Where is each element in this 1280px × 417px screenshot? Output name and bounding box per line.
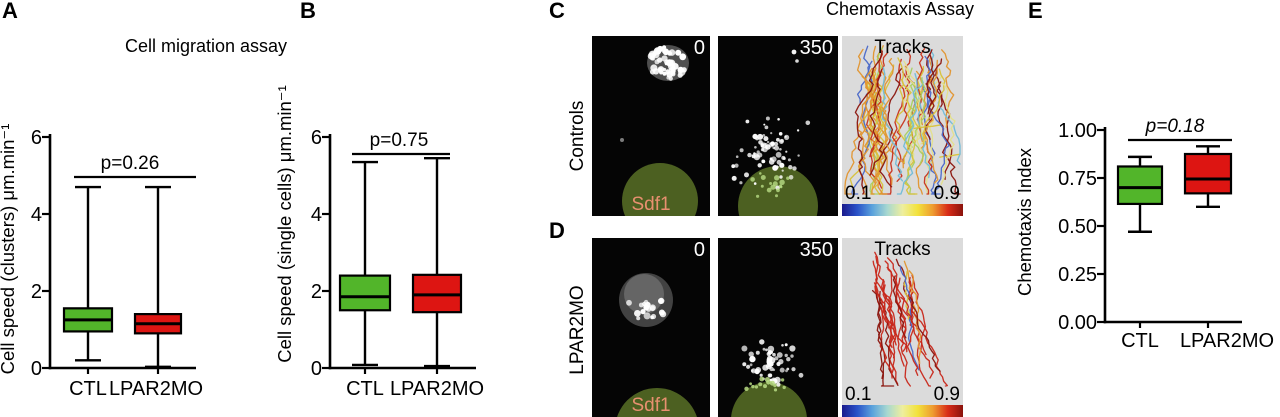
y-tick-label: 6	[311, 127, 322, 149]
y-tick-label: 0	[31, 358, 42, 380]
y-tick-label: 0.25	[1058, 264, 1097, 286]
y-tick-label: 0.00	[1058, 312, 1097, 334]
category-label: LPAR2MO	[390, 378, 484, 400]
panel-letter-e: E	[1028, 0, 1043, 23]
tracks-panel-lpar2mo: Tracks 0.1 0.9	[842, 238, 963, 417]
sdf1-source-label: Sdf1	[631, 194, 671, 215]
colorbar-max-label: 0.9	[933, 384, 960, 405]
row-label-lpar2mo: LPAR2MO	[567, 285, 588, 375]
p-value-label: p=0.75	[370, 130, 429, 151]
tracks-title: Tracks	[874, 37, 931, 58]
micrograph-lpar2mo-t350: 350	[718, 238, 838, 417]
colorbar-max-label: 0.9	[933, 183, 960, 204]
chart-b: 0 2 4 6 Cell speed (single cells) μm.min⁻¹ CT…	[274, 85, 484, 400]
tracks-title: Tracks	[874, 239, 931, 260]
frame-time-label: 350	[799, 37, 833, 59]
y-axis-title: Cell speed (single cells) μm.min⁻¹	[274, 85, 295, 362]
sdf1-source-circle	[731, 382, 807, 417]
micro-image-render	[844, 45, 961, 195]
cell-cluster	[647, 45, 689, 81]
box-lpar2mo	[1183, 145, 1233, 209]
box-ctl	[62, 185, 114, 362]
box-lpar2mo	[133, 185, 183, 369]
p-value-label: p=0.26	[101, 153, 160, 174]
category-label: CTL	[1121, 330, 1159, 352]
y-tick-label: 0	[311, 358, 322, 380]
colorbar-min-label: 0.1	[845, 384, 872, 405]
frame-time-label: 0	[693, 37, 705, 59]
chemotaxis-assay-title: Chemotaxis Assay	[825, 0, 975, 19]
migration-assay-title: Cell migration assay	[124, 36, 288, 56]
y-tick-label: 0.75	[1058, 168, 1097, 190]
box-ctl	[338, 160, 392, 367]
chart-e: 0.00 0.25 0.50 0.75 1.00 Chemotaxis Index CTL L…	[1014, 116, 1274, 352]
migration-tracks	[871, 251, 948, 387]
category-label: CTL	[346, 378, 384, 400]
micrograph-lpar2mo-t0: 0 Sdf1	[592, 238, 710, 417]
y-axis-title: Chemotaxis Index	[1014, 147, 1035, 296]
category-label: LPAR2MO	[1180, 330, 1274, 352]
y-tick-label: 1.00	[1058, 120, 1097, 142]
speed-colorbar	[842, 204, 963, 216]
panel-letter-a: A	[2, 0, 18, 23]
panel-letter-c: C	[549, 0, 565, 23]
y-tick-label: 2	[31, 281, 42, 303]
y-tick-label: 6	[31, 127, 42, 149]
panel-letter-b: B	[300, 0, 316, 23]
panel-letter-d: D	[549, 218, 565, 243]
chart-a: 0 2 4 6 Cell speed (clusters) μm.min⁻¹ CTL LPA…	[0, 124, 203, 400]
cell-cluster	[741, 339, 804, 392]
box-lpar2mo	[411, 156, 463, 368]
micrograph-controls-t0: 0 Sdf1	[592, 36, 710, 216]
category-label: CTL	[69, 378, 107, 400]
y-tick-label: 4	[31, 204, 42, 226]
micro-image-render	[620, 45, 698, 216]
micro-image-render	[731, 49, 818, 216]
colorbar-min-label: 0.1	[845, 183, 872, 204]
cell-cluster	[619, 273, 673, 327]
micro-image-render	[731, 339, 807, 417]
y-tick-label: 0.50	[1058, 216, 1097, 238]
micro-image-render	[617, 273, 697, 417]
sdf1-source-label: Sdf1	[631, 395, 671, 416]
sdf1-source-circle	[617, 388, 697, 417]
y-tick-label: 4	[311, 204, 322, 226]
row-label-controls: Controls	[567, 100, 588, 172]
p-value-label: p=0.18	[1145, 116, 1205, 137]
box-ctl	[1116, 155, 1164, 233]
micro-image-render	[871, 251, 948, 387]
migration-tracks	[844, 45, 961, 195]
y-tick-label: 2	[311, 281, 322, 303]
category-label: LPAR2MO	[109, 378, 203, 400]
micrograph-controls-t350: 350	[718, 36, 838, 216]
dispersed-cells	[731, 116, 811, 198]
speed-colorbar	[842, 405, 963, 417]
frame-time-label: 350	[799, 239, 833, 261]
y-axis-title: Cell speed (clusters) μm.min⁻¹	[0, 124, 18, 375]
sdf1-source-circle	[622, 163, 698, 216]
tracks-panel-controls: Tracks 0.1 0.9	[842, 36, 963, 216]
frame-time-label: 0	[693, 239, 705, 261]
